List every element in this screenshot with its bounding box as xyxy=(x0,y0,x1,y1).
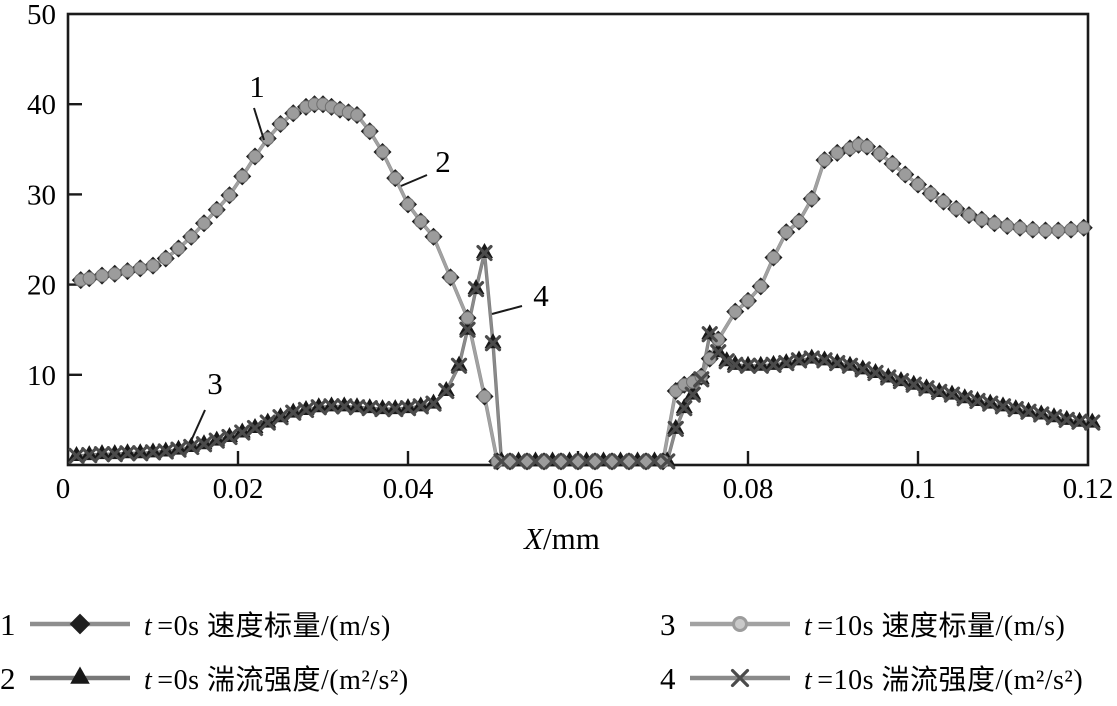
series-3-line xyxy=(80,102,1084,463)
y-tick-label: 10 xyxy=(27,360,56,392)
y-tick-label: 30 xyxy=(27,179,56,211)
x-axis: 0 0.02 0.04 0.06 0.08 0.1 0.12 xyxy=(56,451,1114,505)
chart-canvas: 10 20 30 40 50 0 0.02 0.04 0.06 0.08 0.1 0.12 X/mm 1 2… xyxy=(27,0,1114,556)
legend-series-label: t =0s 湍流强度/(m²/s²) xyxy=(144,665,409,696)
x-axis-title: X/mm xyxy=(522,521,600,556)
annotation-leader-line xyxy=(491,305,523,315)
annotation-label-1: 1 xyxy=(249,69,265,104)
y-axis: 10 20 30 40 50 xyxy=(27,0,82,392)
y-tick-label: 20 xyxy=(27,270,56,302)
annotation-label-4: 4 xyxy=(533,278,549,313)
legend-series-number: 3 xyxy=(660,606,676,642)
annotation-leader-line xyxy=(190,409,206,442)
annotation-leader-line xyxy=(400,174,428,187)
legend-column-left: 1 t =0s 速度标量/(m/s) 2 t =0s 湍流强度/(m²/s²) xyxy=(0,597,409,705)
legend-series-number: 2 xyxy=(0,660,16,696)
circle-marker-icon xyxy=(690,616,790,632)
legend-item-2: 2 t =0s 湍流强度/(m²/s²) xyxy=(0,651,409,705)
x-tick-label: 0.06 xyxy=(553,473,604,505)
x-tick-label: 0.08 xyxy=(723,473,774,505)
y-tick-label: 40 xyxy=(27,89,56,121)
diamond-marker-icon xyxy=(30,613,130,635)
x-tick-label: 0.02 xyxy=(213,473,264,505)
annotation-leader-line xyxy=(253,107,265,141)
annotations: 1 2 3 4 xyxy=(190,69,549,442)
legend-series-number: 1 xyxy=(0,606,16,642)
legend-series-label: t =10s 湍流强度/(m²/s²) xyxy=(804,665,1084,696)
x-tick-label: 0.1 xyxy=(900,473,936,505)
annotation-label-3: 3 xyxy=(207,366,223,401)
series-1-markers xyxy=(71,95,1093,471)
series-3-markers xyxy=(74,97,1091,469)
x-marker-icon xyxy=(690,668,790,688)
annotation-label-2: 2 xyxy=(435,144,451,179)
legend-item-3: 3 t =10s 速度标量/(m/s) xyxy=(660,597,1083,651)
legend-item-4: 4 t =10s 湍流强度/(m²/s²) xyxy=(660,651,1083,705)
series-4-markers xyxy=(68,244,1101,470)
x-tick-label: 0.12 xyxy=(1063,473,1114,505)
legend-series-number: 4 xyxy=(660,660,676,696)
y-tick-label: 50 xyxy=(27,0,56,31)
x-tick-label: 0 xyxy=(56,473,71,505)
x-tick-label: 0.04 xyxy=(383,473,434,505)
legend-column-right: 3 t =10s 速度标量/(m/s) 4 t =10s 湍流强度/(m²/s²) xyxy=(660,597,1083,705)
series-1-line xyxy=(80,102,1085,464)
legend-series-label: t =10s 速度标量/(m/s) xyxy=(804,611,1066,642)
legend-item-1: 1 t =0s 速度标量/(m/s) xyxy=(0,597,409,651)
triangle-marker-icon xyxy=(30,666,130,684)
legend-series-label: t =0s 速度标量/(m/s) xyxy=(144,611,391,642)
